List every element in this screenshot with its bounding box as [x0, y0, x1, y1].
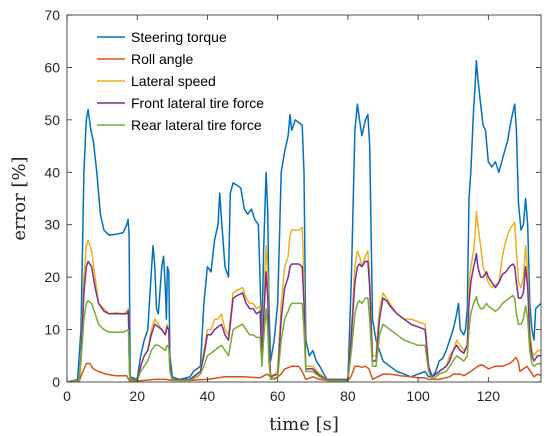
y-tick-label: 70 [44, 7, 60, 23]
y-tick-label: 50 [44, 112, 60, 128]
legend-entry: Steering torque [131, 29, 227, 45]
legend: Steering torque Roll angle Lateral speed Fr… [97, 29, 264, 133]
series-line-1 [67, 356, 541, 382]
x-axis-label: time [s] [269, 414, 339, 435]
y-tick-label: 20 [44, 269, 60, 285]
y-tick-label: 30 [44, 217, 60, 233]
y-tick-label: 60 [44, 59, 60, 75]
series-line-2 [67, 210, 541, 382]
x-tick-label: 0 [63, 388, 71, 404]
plot-frame [66, 14, 542, 383]
y-axis-label: error [%] [9, 156, 30, 240]
series-line-4 [67, 294, 541, 382]
y-tick-label: 0 [52, 374, 60, 390]
y-tick-label: 10 [44, 322, 60, 338]
series-line-0 [67, 59, 541, 382]
x-tick-label: 60 [270, 388, 286, 404]
series-line-3 [67, 252, 541, 382]
legend-entry: Roll angle [131, 51, 193, 67]
legend-entry: Front lateral tire force [131, 95, 264, 111]
y-tick-label: 40 [44, 164, 60, 180]
legend-entry: Rear lateral tire force [131, 117, 262, 133]
x-tick-label: 20 [129, 388, 145, 404]
x-tick-label: 120 [477, 388, 501, 404]
x-tick-label: 80 [340, 388, 356, 404]
x-tick-label: 100 [406, 388, 430, 404]
axes-layer: 0 20 40 60 80 100 120 0 10 20 30 40 50 60 70 [44, 7, 542, 404]
x-tick-label: 40 [200, 388, 216, 404]
legend-entry: Lateral speed [131, 73, 216, 89]
series-layer [67, 59, 541, 382]
